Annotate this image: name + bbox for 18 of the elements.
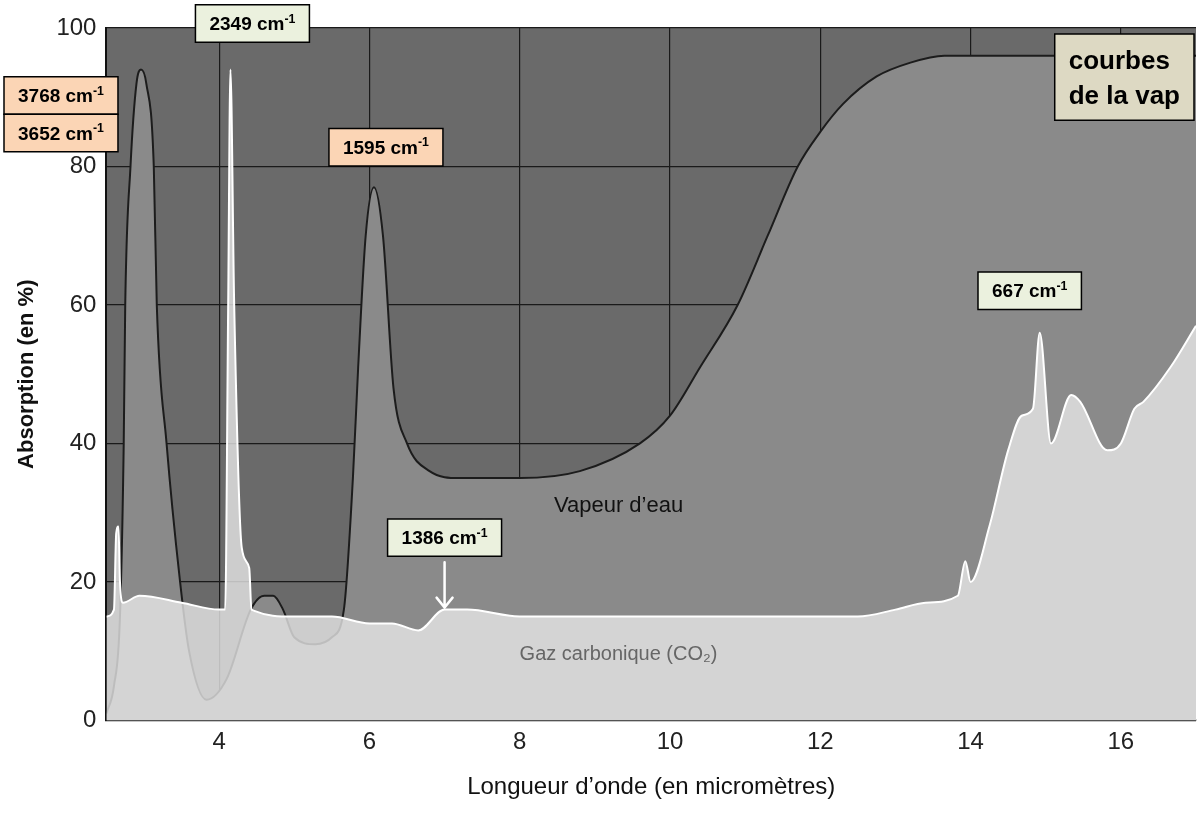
annotation: courbes de la vap — [1068, 44, 1181, 110]
x-tick-label: 14 — [957, 727, 984, 755]
y-tick-label: 80 — [69, 151, 97, 179]
y-axis-title: Absorption (en %) — [13, 279, 39, 469]
x-tick-label: 16 — [1107, 727, 1135, 755]
series-label: Vapeur d’eau — [553, 491, 684, 517]
y-tick-label: 0 — [83, 705, 97, 733]
x-tick-label: 6 — [362, 727, 377, 755]
y-tick-label: 60 — [69, 289, 97, 317]
x-tick-label: 10 — [656, 727, 684, 755]
y-tick-label: 100 — [56, 12, 97, 40]
x-axis-title: Longueur d’onde (en micromètres) — [467, 772, 836, 800]
x-tick-label: 12 — [806, 727, 834, 755]
x-tick-label: 8 — [513, 727, 527, 755]
x-tick-label: 4 — [212, 727, 226, 755]
series-label: Gaz carbonique (CO₂) — [519, 642, 718, 665]
y-tick-label: 20 — [69, 566, 97, 594]
y-tick-label: 40 — [69, 428, 97, 456]
